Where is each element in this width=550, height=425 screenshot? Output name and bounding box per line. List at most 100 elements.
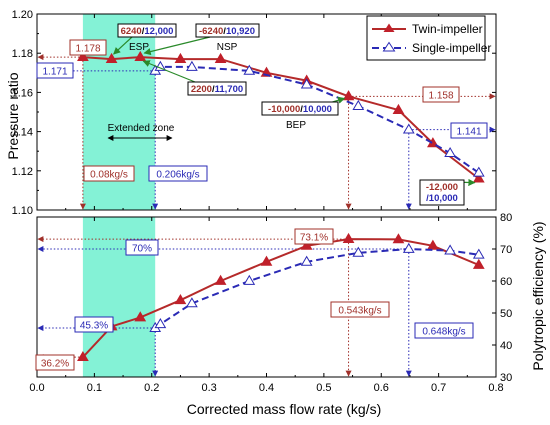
- nsp-red: -6240: [199, 26, 223, 37]
- arrow-mid: [142, 60, 201, 85]
- bottom-twin-point: [392, 233, 405, 244]
- series-layer: [77, 50, 485, 362]
- box-flow-twin-best: [330, 301, 390, 318]
- esp-blue: 12,000: [144, 26, 173, 37]
- box-flow-single-best: [414, 322, 474, 339]
- x-tick-label: 0.2: [144, 382, 159, 394]
- box-flow-twin: [83, 165, 135, 182]
- box-flow-single: [148, 165, 208, 182]
- bottom-twin-point: [260, 255, 273, 266]
- box-twin-left: [69, 39, 107, 56]
- bottom-ylabel: Polytropic efficiency (%): [530, 221, 546, 370]
- top-annotations: 1.178 1.171 1.158 1.141 0.08kg/s 0.206kg…: [36, 23, 488, 206]
- esp-sep: /: [142, 26, 145, 37]
- nsp-values: -6240/10,920: [199, 26, 255, 37]
- twin-peak: 73.1%: [300, 233, 328, 244]
- end-red: -12,000: [426, 182, 458, 193]
- bottom-twin-point: [342, 232, 355, 243]
- top-single-point: [472, 166, 485, 177]
- top-twin-point: [105, 52, 118, 63]
- top-single-point: [444, 146, 456, 158]
- bottom-twin-point: [77, 350, 89, 362]
- box-twin-peak: [294, 228, 334, 245]
- mid-values: 2200/11,700: [191, 84, 243, 95]
- x-tick-label: 0.8: [488, 382, 503, 394]
- bottom-single-point: [300, 255, 313, 266]
- top-y-tick-label: 1.18: [12, 48, 33, 60]
- bottom-y-tick-label: 80: [500, 212, 512, 224]
- box-bep: [261, 101, 339, 116]
- bottom-annotations: 73.1% 70% 45.3% 36.2% 0.543kg/s 0.648kg/…: [35, 228, 474, 371]
- top-y-tick-label: 1.16: [12, 87, 33, 99]
- legend-twin-label: Twin-impeller: [412, 22, 483, 36]
- twin-left-eff: 36.2%: [41, 359, 69, 370]
- bottom-twin-point: [427, 239, 439, 250]
- bep-sep: /: [300, 104, 303, 115]
- top-twin-point: [77, 50, 89, 62]
- single-right-value: 1.141: [456, 127, 481, 138]
- bottom-single-point: [154, 318, 167, 329]
- x-tick-label: 0.1: [87, 382, 102, 394]
- top-twin-point: [392, 103, 405, 114]
- x-tick-label: 0.3: [201, 382, 216, 394]
- x-tick-label: 0.7: [431, 382, 446, 394]
- top-single-point: [154, 60, 167, 71]
- esp-red: 6240: [121, 26, 142, 37]
- bottom-y-tick-label: 60: [500, 276, 512, 288]
- box-single-right: [450, 122, 488, 139]
- twin-left-value: 1.178: [75, 44, 100, 55]
- bottom-single-point: [472, 248, 485, 259]
- flow-single: 0.206kg/s: [156, 170, 199, 181]
- legend: Twin-impeller Single-impeller: [366, 15, 491, 61]
- bottom-twin-point: [214, 274, 227, 285]
- esp-values: 6240/12,000: [121, 26, 174, 37]
- single-left-eff: 45.3%: [80, 321, 108, 332]
- legend-single-label: Single-impeller: [412, 41, 491, 55]
- extended-zone-label: Extended zone: [108, 123, 175, 134]
- bep-label: BEP: [286, 120, 306, 131]
- bottom-twin-point: [134, 311, 147, 322]
- top-y-tick-label: 1.14: [12, 127, 33, 139]
- top-single-point: [300, 78, 313, 89]
- x-tick-label: 0.4: [259, 382, 274, 394]
- bottom-single-point: [186, 297, 198, 308]
- legend-twin-marker: [383, 23, 395, 32]
- x-tick-label: 0.6: [374, 382, 389, 394]
- flow-single-best: 0.648kg/s: [422, 327, 465, 338]
- flow-twin-best: 0.543kg/s: [338, 306, 381, 317]
- end-blue: /10,000: [426, 193, 458, 204]
- bottom-single-point: [402, 242, 415, 253]
- bottom-y-tick-label: 40: [500, 340, 512, 352]
- bottom-twin-point: [472, 258, 485, 269]
- top-twin-point: [174, 52, 187, 63]
- bottom-twin-point: [300, 239, 313, 250]
- nsp-blue: 10,920: [226, 26, 255, 37]
- top-twin-point: [342, 90, 355, 101]
- bottom-single-point: [352, 246, 365, 257]
- bep-values: -10,000/10,000: [268, 104, 332, 115]
- esp-label: ESP: [129, 42, 149, 53]
- arrow-esp: [113, 36, 133, 55]
- top-single-point: [402, 123, 415, 134]
- top-y-tick-label: 1.20: [12, 9, 33, 21]
- box-single-left-eff: [74, 316, 114, 333]
- top-twin-point: [214, 52, 227, 63]
- single-left-value: 1.171: [42, 67, 67, 78]
- xlabel: Corrected mass flow rate (kg/s): [187, 401, 382, 417]
- flow-twin: 0.08kg/s: [90, 170, 128, 181]
- box-twin-left-eff: [35, 354, 75, 371]
- bottom-y-tick-label: 30: [500, 372, 512, 384]
- top-y-tick-label: 1.12: [12, 166, 33, 178]
- bottom-y-tick-label: 50: [500, 308, 512, 320]
- mid-sep: /: [212, 84, 215, 95]
- nsp-sep: /: [223, 26, 226, 37]
- legend-single-marker: [382, 41, 396, 52]
- top-twin-point: [134, 50, 147, 62]
- bottom-y-tick-label: 70: [500, 244, 512, 256]
- top-ylabel: Pressure ratio: [5, 72, 21, 159]
- nsp-label: NSP: [217, 42, 238, 53]
- x-tick-label: 0.0: [29, 382, 44, 394]
- arrow-nsp: [143, 36, 211, 56]
- box-single-peak: [125, 239, 159, 256]
